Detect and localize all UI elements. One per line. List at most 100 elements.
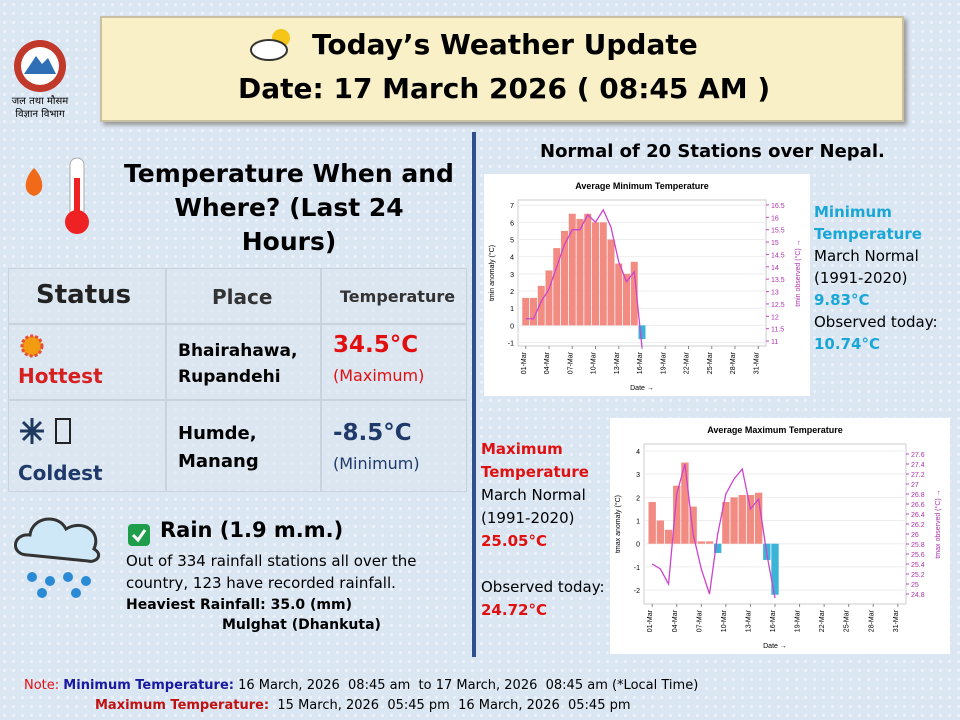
note-text: 15 March, 2026 05:45 pm 16 March, 2026 0…: [277, 698, 631, 713]
y2-axis-label: tmax observed (°C) →: [934, 489, 942, 558]
temperature-title: Temperature When and Where? (Last 24 Hou…: [124, 159, 454, 256]
bar: [623, 273, 630, 326]
y2-tick-label: 12.5: [771, 302, 785, 309]
y2-tick-label: 11: [771, 339, 778, 346]
y2-tick-label: 27: [911, 482, 919, 489]
bar: [664, 529, 673, 544]
note-label: Maximum Temperature:: [95, 698, 270, 713]
chart-title: Average Minimum Temperature: [575, 181, 709, 191]
x-tick-label: 04-Mar: [544, 351, 551, 374]
y2-axis-label: tmin observed (°C) →: [794, 239, 802, 306]
y2-tick-label: 27.6: [911, 452, 925, 459]
bar: [730, 497, 738, 544]
label: March Normal (1991-2020): [814, 247, 919, 287]
bar: [689, 506, 697, 544]
x-tick-label: 01-Mar: [521, 351, 528, 374]
bar: [530, 297, 537, 326]
header-box: [100, 16, 904, 122]
bar: [576, 218, 584, 326]
column-header: Place: [212, 285, 273, 309]
chart: Average Maximum Temperature -2 -1 0 1 2 3 4 24.8…: [610, 418, 950, 654]
x-axis-label: Date →: [630, 385, 654, 392]
rain-heaviest: Heaviest Rainfall: 35.0 (mm): [126, 597, 352, 613]
y2-tick-label: 15.5: [771, 228, 785, 235]
column-header: Temperature: [340, 287, 456, 306]
bar: [771, 543, 779, 595]
min-normal-box: Minimum Temperature March Normal (1991-2…: [814, 201, 954, 355]
temperature-value: 34.5°C: [333, 332, 419, 358]
x-tick-label: 22-Mar: [819, 609, 826, 632]
y2-tick-label: 14: [771, 265, 779, 272]
y-tick-label: 3: [636, 472, 640, 479]
line: [651, 463, 776, 599]
bar: [754, 492, 763, 544]
y2-tick-label: 26.6: [911, 502, 925, 509]
label: Observed today:: [814, 313, 938, 331]
label: Maximum Temperature: [481, 440, 589, 481]
place: Bhairahawa, Rupandehi: [178, 341, 298, 387]
bar: [746, 495, 755, 544]
y2-tick-label: 24.8: [911, 592, 925, 599]
status: Coldest: [18, 461, 103, 485]
x-tick-label: 10-Mar: [591, 351, 598, 374]
place: Humde, Manang: [178, 423, 259, 472]
x-tick-label: 25-Mar: [844, 609, 851, 632]
rain-text: Out of 334 rainfall stations all over th…: [126, 552, 417, 592]
y2-tick-label: 16.5: [771, 203, 785, 210]
y2-tick-label: 25.4: [911, 562, 925, 569]
value: 9.83°C: [814, 291, 870, 309]
value: 10.74°C: [814, 335, 880, 353]
y-tick-label: 5: [510, 238, 514, 245]
y-tick-label: 6: [510, 220, 514, 227]
logo-line: जल तथा मौसम: [11, 96, 69, 107]
y-tick-label: 4: [510, 255, 514, 262]
x-tick-label: 13-Mar: [745, 609, 752, 632]
y2-tick-label: 25: [911, 582, 919, 589]
x-tick-label: 16-Mar: [637, 351, 644, 374]
value: 24.72°C: [481, 601, 547, 619]
bar: [568, 213, 576, 326]
y-axis-label: tmin anomaly (°C): [488, 245, 496, 301]
status: Hottest: [18, 364, 103, 388]
y2-tick-label: 13: [771, 290, 779, 297]
x-tick-label: 31-Mar: [893, 609, 900, 632]
y-tick-label: 1: [510, 306, 514, 313]
value: 25.05°C: [481, 532, 547, 550]
rain-title: Rain (1.9 m.m.): [160, 518, 344, 542]
y2-tick-label: 13.5: [771, 277, 785, 284]
y-tick-label: 7: [510, 203, 514, 210]
y-tick-label: 1: [636, 519, 640, 526]
x-tick-label: 19-Mar: [795, 609, 802, 632]
divider: [472, 132, 476, 657]
x-axis-label: Date →: [763, 643, 787, 650]
bar: [630, 261, 638, 326]
bar: [697, 541, 705, 544]
x-tick-label: 22-Mar: [684, 351, 691, 374]
bar: [553, 248, 561, 326]
y2-tick-label: 25.2: [911, 572, 925, 579]
y2-tick-label: 27.4: [911, 462, 925, 469]
y-tick-label: 0: [636, 542, 640, 549]
bar: [648, 501, 656, 544]
y2-tick-label: 11.5: [771, 327, 784, 334]
y2-tick-label: 26.2: [911, 522, 925, 529]
note-line: Maximum Temperature: 15 March, 2026 05:4…: [95, 698, 631, 713]
header-date: Date: 17 March 2026 ( 08:45 AM ): [238, 72, 771, 105]
label: Observed today:: [481, 578, 605, 596]
x-tick-label: 01-Mar: [647, 609, 654, 632]
x-tick-label: 28-Mar: [868, 609, 875, 632]
x-tick-label: 04-Mar: [672, 609, 679, 632]
y-tick-label: -1: [508, 341, 514, 348]
bar: [673, 485, 681, 544]
bar: [714, 543, 722, 553]
note-line: Note: Minimum Temperature: 16 March, 202…: [24, 678, 698, 693]
label: March Normal (1991-2020): [481, 486, 586, 527]
bar: [537, 285, 545, 326]
y-axis-label: tmax anomaly (°C): [614, 495, 622, 553]
bar: [522, 297, 530, 326]
chart-title: Average Maximum Temperature: [707, 425, 843, 435]
x-tick-label: 16-Mar: [770, 609, 777, 632]
bar: [738, 495, 746, 544]
bar: [592, 222, 599, 326]
snow-icon: [20, 418, 71, 444]
